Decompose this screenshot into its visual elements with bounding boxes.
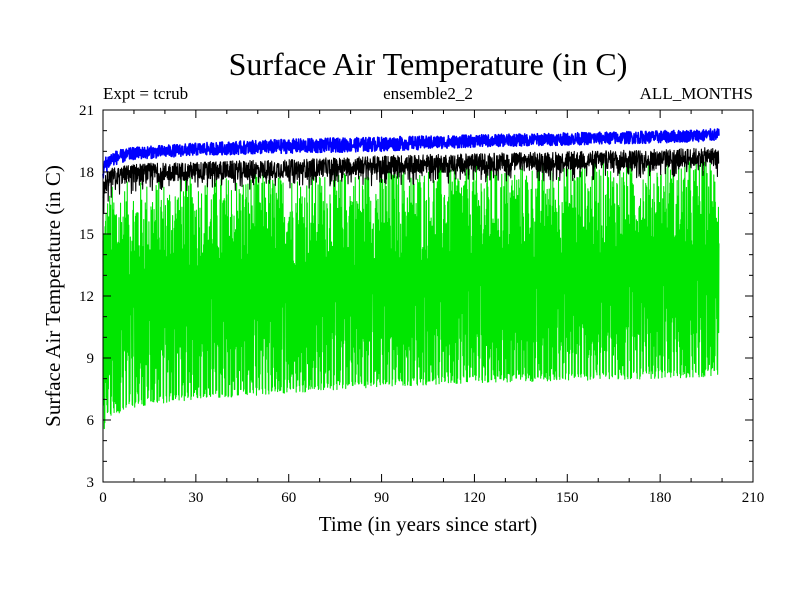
x-tick-label: 90 [374,490,389,506]
series-line-min [102,159,720,430]
x-axis-label: Time (in years since start) [319,512,538,536]
y-tick-label: 3 [87,475,95,491]
y-tick-label: 12 [79,289,94,305]
subtitle-months: ALL_MONTHS [640,84,753,103]
x-tick-label: 30 [188,490,203,506]
axis-ticks: 0 30 60 90 120 150 180 210 3 6 9 12 15 18 21 [79,103,764,506]
series-line-mean [102,147,720,215]
subtitle-expt: Expt = tcrub [103,84,188,103]
x-tick-label: 60 [281,490,296,506]
y-tick-label: 9 [87,351,95,367]
y-tick-label: 21 [79,103,94,119]
x-tick-label: 180 [649,490,672,506]
chart-title: Surface Air Temperature (in C) [229,46,628,82]
y-axis-label: Surface Air Temperature (in C) [41,165,65,427]
x-tick-label: 210 [742,490,765,506]
series-line-max [102,128,720,179]
x-tick-label: 150 [556,490,579,506]
subtitle-ensemble: ensemble2_2 [383,84,473,103]
plot-frame [102,109,754,483]
y-tick-label: 15 [79,227,94,243]
y-tick-label: 18 [79,165,94,181]
plot-area [102,128,720,430]
x-tick-label: 0 [99,490,107,506]
x-tick-label: 120 [463,490,486,506]
y-tick-label: 6 [87,413,95,429]
